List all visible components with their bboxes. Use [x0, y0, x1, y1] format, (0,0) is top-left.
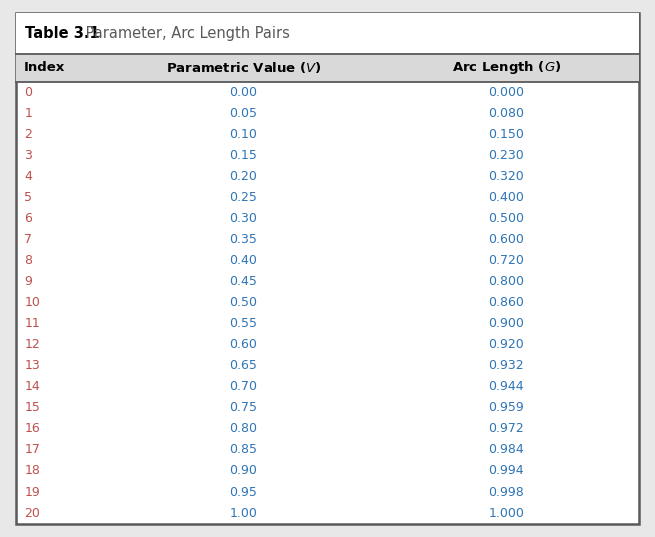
Text: 17: 17 [24, 444, 40, 456]
Text: 0.994: 0.994 [489, 465, 524, 477]
Text: 0.90: 0.90 [229, 465, 257, 477]
Text: 0: 0 [24, 85, 32, 99]
Text: 0.984: 0.984 [489, 444, 524, 456]
Text: 0.55: 0.55 [229, 317, 257, 330]
Text: Table 3.1: Table 3.1 [25, 26, 100, 41]
Text: 0.15: 0.15 [229, 149, 257, 162]
Text: Parameter, Arc Length Pairs: Parameter, Arc Length Pairs [81, 26, 290, 41]
Text: 2: 2 [24, 128, 32, 141]
Text: 0.720: 0.720 [489, 254, 525, 267]
Text: 9: 9 [24, 275, 32, 288]
Text: 13: 13 [24, 359, 40, 372]
Text: 0.35: 0.35 [229, 233, 257, 246]
Text: 0.05: 0.05 [229, 107, 257, 120]
Text: 0.40: 0.40 [229, 254, 257, 267]
Text: 0.998: 0.998 [489, 485, 524, 498]
Text: 8: 8 [24, 254, 32, 267]
Text: 1: 1 [24, 107, 32, 120]
Text: 20: 20 [24, 506, 40, 520]
Text: 0.85: 0.85 [229, 444, 257, 456]
Bar [16, 13, 639, 54]
Text: 3: 3 [24, 149, 32, 162]
Text: 0.10: 0.10 [229, 128, 257, 141]
Bar [16, 54, 639, 82]
Text: 5: 5 [24, 191, 32, 204]
Text: 10: 10 [24, 296, 40, 309]
Text: 0.500: 0.500 [489, 212, 525, 225]
Text: 0.920: 0.920 [489, 338, 524, 351]
Text: 0.75: 0.75 [229, 401, 257, 415]
Text: 1.000: 1.000 [489, 506, 525, 520]
Text: 12: 12 [24, 338, 40, 351]
Text: 0.70: 0.70 [229, 380, 257, 393]
Text: 0.400: 0.400 [489, 191, 525, 204]
Text: 0.00: 0.00 [229, 85, 257, 99]
Text: 15: 15 [24, 401, 40, 415]
Text: Index: Index [24, 61, 66, 74]
Text: 0.80: 0.80 [229, 423, 257, 436]
Text: 14: 14 [24, 380, 40, 393]
Text: 0.000: 0.000 [489, 85, 525, 99]
Text: 0.25: 0.25 [229, 191, 257, 204]
Text: 11: 11 [24, 317, 40, 330]
Text: 0.30: 0.30 [229, 212, 257, 225]
Text: 7: 7 [24, 233, 32, 246]
Text: 0.320: 0.320 [489, 170, 524, 183]
Text: 0.900: 0.900 [489, 317, 525, 330]
Text: 0.45: 0.45 [229, 275, 257, 288]
Text: 0.65: 0.65 [229, 359, 257, 372]
Text: 0.150: 0.150 [489, 128, 525, 141]
Text: Arc Length ($\mathit{G}$): Arc Length ($\mathit{G}$) [452, 59, 561, 76]
Text: 1.00: 1.00 [229, 506, 257, 520]
Text: 0.932: 0.932 [489, 359, 524, 372]
Text: 0.50: 0.50 [229, 296, 257, 309]
Text: 0.230: 0.230 [489, 149, 524, 162]
Text: 0.959: 0.959 [489, 401, 524, 415]
Text: 0.60: 0.60 [229, 338, 257, 351]
Text: 0.600: 0.600 [489, 233, 525, 246]
Text: 0.972: 0.972 [489, 423, 524, 436]
Text: 0.800: 0.800 [489, 275, 525, 288]
Text: 0.95: 0.95 [229, 485, 257, 498]
Text: 0.944: 0.944 [489, 380, 524, 393]
Text: 0.080: 0.080 [489, 107, 525, 120]
Text: 4: 4 [24, 170, 32, 183]
Text: 0.860: 0.860 [489, 296, 525, 309]
Text: 19: 19 [24, 485, 40, 498]
Text: 18: 18 [24, 465, 40, 477]
Text: Parametric Value ($\mathit{V}$): Parametric Value ($\mathit{V}$) [166, 60, 322, 75]
Text: 16: 16 [24, 423, 40, 436]
Text: 6: 6 [24, 212, 32, 225]
Text: 0.20: 0.20 [229, 170, 257, 183]
